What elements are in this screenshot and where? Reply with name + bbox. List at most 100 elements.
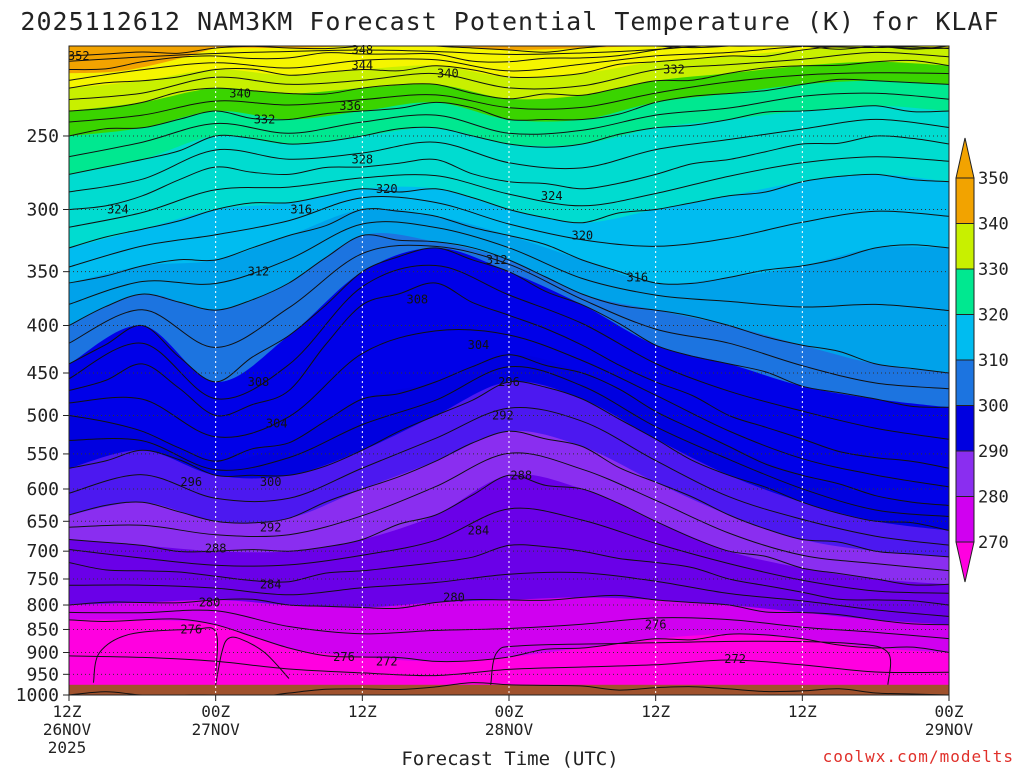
contour-label: 288	[510, 468, 532, 482]
isentrope-272	[69, 682, 949, 695]
colorbar-band	[955, 450, 975, 497]
x-tick-label: 00Z	[201, 702, 230, 721]
contour-label: 312	[486, 253, 508, 267]
contour-label: 280	[199, 595, 221, 609]
colorbar-label: 270	[978, 533, 1009, 553]
y-tick-label: 250	[26, 126, 59, 147]
contour-label: 276	[180, 622, 202, 636]
contour-label: 340	[229, 86, 251, 100]
isentrope-290	[69, 452, 949, 572]
cold-pool-contour	[215, 636, 290, 685]
x-tick-label: 12Z	[641, 702, 670, 721]
y-tick-label: 400	[26, 316, 59, 337]
colorbar-label: 350	[978, 169, 1009, 189]
contour-label: 272	[376, 654, 398, 668]
colorbar: 350 340 330 320 310 300 290 280 270	[955, 137, 1009, 583]
isentrope-286	[69, 507, 949, 594]
isentrope-294	[69, 406, 949, 546]
contour-label: 296	[180, 475, 202, 489]
contour-label: 352	[68, 49, 90, 63]
y-tick-label: 900	[26, 643, 59, 664]
isentrope-304	[69, 282, 949, 469]
contour-label: 304	[468, 338, 490, 352]
credit-text: coolwx.com/modelts	[823, 747, 1014, 766]
contour-label: 288	[205, 541, 227, 555]
y-tick-label: 950	[26, 664, 59, 685]
contour-label: 320	[376, 182, 398, 196]
y-tick-label: 500	[26, 405, 59, 426]
y-tick-label: 800	[26, 595, 59, 616]
x-tick-label: 29NOV	[925, 720, 974, 739]
x-tick-label: 12Z	[788, 702, 817, 721]
colorbar-band	[955, 496, 975, 543]
cold-pool-contour	[490, 640, 892, 685]
contour-label: 328	[351, 152, 373, 166]
y-tick-label: 350	[26, 262, 59, 283]
colorbar-bottom-arrow	[955, 541, 975, 583]
contour-label: 304	[266, 416, 288, 430]
y-tick-label: 700	[26, 541, 59, 562]
contour-label: 340	[437, 66, 459, 80]
contour-label: 276	[333, 650, 355, 664]
x-tick-label: 26NOV	[43, 720, 92, 739]
isentrope-306	[69, 264, 949, 440]
colorbar-top-arrow	[955, 137, 975, 179]
x-tick-label: 00Z	[495, 702, 524, 721]
colorbar-label: 290	[978, 442, 1009, 462]
colorbar-label: 340	[978, 215, 1009, 235]
isentrope-346	[69, 46, 930, 62]
contour-label: 308	[406, 292, 428, 306]
isentrope-336	[69, 59, 949, 112]
x-axis-label: Forecast Time (UTC)	[401, 748, 618, 768]
contour-label: 292	[260, 520, 282, 534]
contour-label: 308	[248, 375, 270, 389]
contour-label: 284	[260, 577, 282, 591]
contour-label: 284	[468, 523, 490, 537]
x-tick-label: 12Z	[53, 702, 82, 721]
contour-label: 344	[351, 59, 373, 73]
colorbar-band	[955, 268, 975, 315]
colorbar-label: 280	[978, 488, 1009, 508]
x-tick-label: 00Z	[935, 702, 964, 721]
contour-label: 324	[107, 203, 129, 217]
colorbar-band	[955, 359, 975, 406]
contour-labels: 352 348 344 340 340 336 332 332 328 324 324 320 320 3…	[68, 43, 746, 668]
contour-label: 348	[351, 43, 373, 57]
y-tick-label: 300	[26, 200, 59, 221]
isentrope-282	[69, 571, 949, 617]
grid	[69, 46, 949, 695]
ground-fill	[69, 684, 949, 695]
cold-pool-contour	[92, 627, 218, 683]
y-tick-label: 850	[26, 619, 59, 640]
x-tick-label: 2025	[48, 738, 87, 757]
colorbar-label: 300	[978, 397, 1009, 417]
colorbar-label: 320	[978, 306, 1009, 326]
x-tick-label: 12Z	[348, 702, 377, 721]
contour-label: 300	[260, 475, 282, 489]
isentrope-316	[69, 208, 949, 285]
y-tick-label: 450	[26, 363, 59, 384]
colorbar-band	[955, 314, 975, 361]
contour-label: 316	[626, 270, 648, 284]
isentrope-312	[69, 234, 949, 374]
x-tick-label: 27NOV	[192, 720, 241, 739]
y-axis: 250 300 350 400 450 500 550 600 650 700 750 800 850 9…	[16, 126, 69, 706]
y-tick-label: 600	[26, 479, 59, 500]
colorbar-label: 330	[978, 260, 1009, 280]
contour-label: 312	[248, 265, 270, 279]
colorbar-band	[955, 223, 975, 270]
chart-title: 2025112612 NAM3KM Forecast Potential Tem…	[20, 7, 999, 36]
contour-label: 316	[290, 203, 312, 217]
y-tick-label: 750	[26, 569, 59, 590]
x-tick-label: 28NOV	[485, 720, 534, 739]
y-tick-label: 650	[26, 511, 59, 532]
colorbar-band	[955, 405, 975, 452]
contour-label: 296	[498, 375, 520, 389]
contour-label: 332	[254, 113, 276, 127]
contour-label: 272	[724, 652, 746, 666]
isentrope-310	[69, 244, 949, 390]
contour-label: 292	[492, 408, 514, 422]
colorbar-label: 310	[978, 351, 1009, 371]
